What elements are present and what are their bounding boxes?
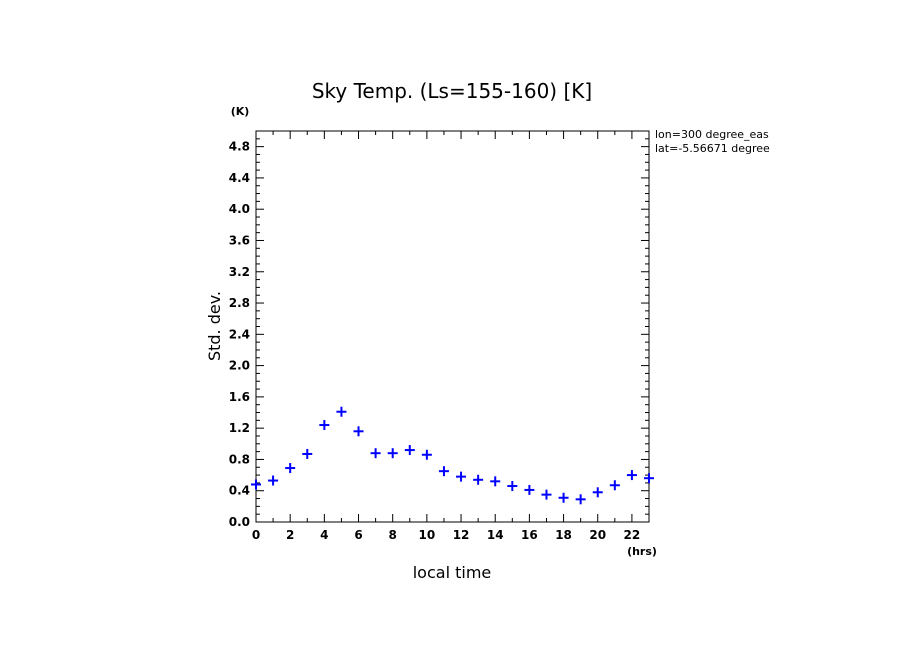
x-tick-label: 22 xyxy=(624,528,641,542)
x-tick-label: 6 xyxy=(354,528,362,542)
data-points xyxy=(251,406,654,505)
y-axis-title: Std. dev. xyxy=(205,291,224,361)
data-point xyxy=(336,406,347,417)
x-tick-label: 14 xyxy=(487,528,504,542)
data-point xyxy=(353,426,364,437)
x-tick-label: 16 xyxy=(521,528,538,542)
y-tick-label: 2.0 xyxy=(229,359,250,373)
x-tick-label: 10 xyxy=(419,528,436,542)
data-point xyxy=(473,474,484,485)
x-tick-label: 12 xyxy=(453,528,470,542)
y-tick-label: 1.2 xyxy=(229,421,250,435)
x-tick-label: 18 xyxy=(555,528,572,542)
y-tick-label: 1.6 xyxy=(229,390,250,404)
data-point xyxy=(302,448,313,459)
data-point xyxy=(251,479,261,490)
data-point xyxy=(524,484,535,495)
data-point xyxy=(438,466,449,477)
y-tick-label: 0.4 xyxy=(229,484,250,498)
data-point xyxy=(285,463,296,474)
data-point xyxy=(319,420,330,431)
y-tick-label: 0.8 xyxy=(229,452,250,466)
y-tick-label: 3.6 xyxy=(229,233,250,247)
annotation-lat: lat=-5.56671 degree xyxy=(655,142,770,155)
plot-frame xyxy=(255,130,650,523)
data-point xyxy=(507,481,518,492)
x-tick-label: 20 xyxy=(589,528,606,542)
x-axis-title: local time xyxy=(413,563,492,582)
data-point xyxy=(558,492,569,503)
x-tick-label: 0 xyxy=(252,528,260,542)
x-tick-label: 2 xyxy=(286,528,294,542)
annotation-lon: lon=300 degree_eas xyxy=(655,128,769,141)
data-point xyxy=(592,487,603,498)
chart-title: Sky Temp. (Ls=155-160) [K] xyxy=(312,79,592,103)
y-tick-label: 4.0 xyxy=(229,202,250,216)
data-point xyxy=(387,448,398,459)
y-tick-label: 2.4 xyxy=(229,327,250,341)
x-tick-label: 4 xyxy=(320,528,328,542)
data-point xyxy=(268,475,279,486)
data-point xyxy=(609,480,620,491)
data-point xyxy=(575,494,586,505)
x-tick-label: 8 xyxy=(389,528,397,542)
x-unit-label: (hrs) xyxy=(627,545,657,558)
y-tick-label: 3.2 xyxy=(229,265,250,279)
y-tick-label: 2.8 xyxy=(229,296,250,310)
data-point xyxy=(490,476,501,487)
data-point xyxy=(404,445,415,456)
y-unit-label: (K) xyxy=(231,105,250,118)
y-tick-label: 4.8 xyxy=(229,140,250,154)
data-point xyxy=(541,489,552,500)
y-tick-label: 4.4 xyxy=(229,171,250,185)
y-tick-label: 0.0 xyxy=(229,515,250,529)
data-point xyxy=(626,470,637,481)
data-point xyxy=(370,448,381,459)
data-point xyxy=(456,471,467,482)
data-point xyxy=(421,449,432,460)
data-point xyxy=(644,473,654,484)
axis-ticks: 0 2 4 6 8 10 12 14 16 18 20 22 0.0 0.4 0.8 1.2 1.6 2.0 2.4… xyxy=(229,130,650,542)
